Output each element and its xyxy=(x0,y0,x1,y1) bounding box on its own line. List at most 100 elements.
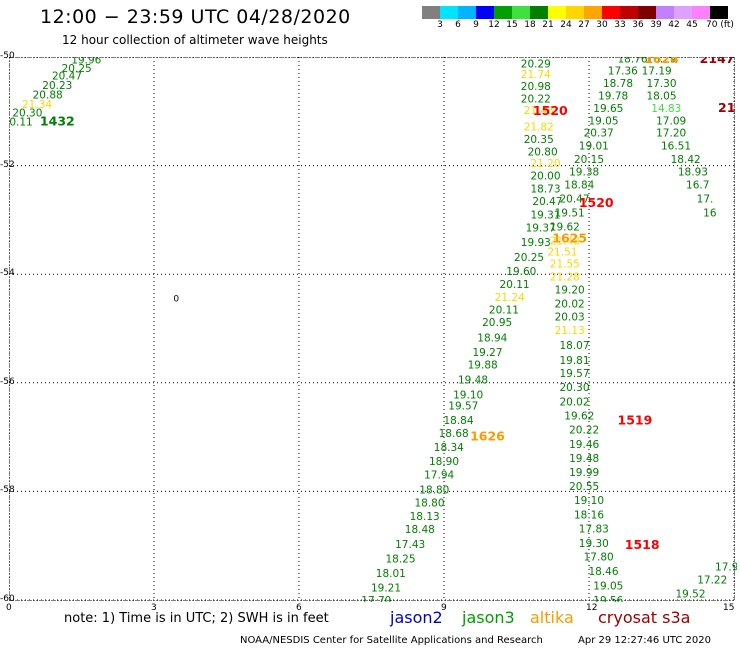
wave-height-value: 17.36 xyxy=(608,66,638,78)
wave-height-value: 20.22 xyxy=(521,93,551,105)
wave-height-value: 20.15 xyxy=(574,154,604,166)
wave-height-value: 19.81 xyxy=(559,355,589,367)
wave-height-value: 21.13 xyxy=(555,325,585,337)
wave-height-value: 16.7 xyxy=(686,180,709,192)
pass-time-label: 1518 xyxy=(625,537,660,552)
pass-time-label: 1519 xyxy=(618,412,653,427)
legend-label: 12 xyxy=(488,20,500,30)
legend-label: 15 xyxy=(506,20,518,30)
legend-swatch xyxy=(602,6,620,19)
wave-height-value: 16 xyxy=(703,207,717,219)
legend-label: 39 xyxy=(650,20,662,30)
wave-height-value: 17.83 xyxy=(579,523,609,535)
wave-height-value: 19.48 xyxy=(569,453,599,465)
legend-swatch xyxy=(548,6,566,19)
x-tick-label: 0 xyxy=(6,603,12,613)
satellite-name: jason2 xyxy=(390,608,443,627)
wave-height-value: 18.76 xyxy=(617,57,647,66)
wave-height-value: 18.93 xyxy=(678,167,708,179)
wave-height-value: 20.11 xyxy=(500,279,530,291)
color-scale-legend xyxy=(422,6,728,19)
wave-height-value: 17.19 xyxy=(642,66,672,78)
wave-height-value: 21.43 xyxy=(524,105,554,117)
wave-height-value: 20.00 xyxy=(530,170,560,182)
wave-height-value: 19.30 xyxy=(579,538,609,550)
satellite-name: cryosat s3a xyxy=(598,608,691,627)
wave-height-value: 19.46 xyxy=(569,439,599,451)
page-title: 12:00 − 23:59 UTC 04/28/2020 xyxy=(40,6,351,28)
wave-height-value: 20.23 xyxy=(42,80,72,92)
wave-height-value: 19.57 xyxy=(559,368,589,380)
wave-height-value: 20.29 xyxy=(521,59,551,71)
legend-label: 36 xyxy=(632,20,644,30)
wave-height-value: 20.80 xyxy=(528,147,558,159)
wave-height-value: 20.98 xyxy=(521,81,551,93)
page-subtitle: 12 hour collection of altimeter wave hei… xyxy=(62,33,328,47)
wave-height-value: 19.88 xyxy=(468,359,498,371)
wave-height-value: 19.38 xyxy=(569,167,599,179)
wave-height-value: 21.20 xyxy=(530,158,560,170)
wave-height-value: 18.80 xyxy=(419,484,449,496)
wave-height-value: 16.29 xyxy=(646,57,676,66)
wave-height-value: 17.94 xyxy=(424,470,454,482)
wave-height-value: 21.24 xyxy=(495,292,525,304)
pass-time-label: 1625 xyxy=(552,230,587,245)
pass-time-label: 21 xyxy=(718,100,735,115)
y-tick-label: -52 xyxy=(0,159,15,170)
wave-height-value: 17. xyxy=(697,193,714,205)
legend-swatch xyxy=(584,6,602,19)
wave-height-value: 20.47 xyxy=(532,196,562,208)
legend-label: 9 xyxy=(473,20,479,30)
wave-height-value: 21.28 xyxy=(550,271,580,283)
note-text: note: 1) Time is in UTC; 2) SWH is in fe… xyxy=(64,611,329,626)
legend-label: 70 (ft) xyxy=(706,20,734,30)
wave-height-value: 21.74 xyxy=(521,69,551,81)
legend-swatch xyxy=(458,6,476,19)
y-tick-label: -56 xyxy=(0,376,15,387)
wave-height-value: 19.65 xyxy=(593,103,623,115)
wave-height-value: 20.11 xyxy=(489,305,519,317)
wave-height-value: 19.57 xyxy=(448,401,478,413)
wave-height-value: 19.01 xyxy=(579,141,609,153)
wave-height-value: 18.84 xyxy=(443,415,473,427)
legend-swatch xyxy=(638,6,656,19)
wave-height-value: 20.37 xyxy=(584,128,614,140)
wave-height-map: 019.9620.2520.4720.2320.8821.3420.3020.1… xyxy=(9,57,737,602)
wave-height-value: 19.31 xyxy=(530,210,560,222)
wave-height-value: 19.62 xyxy=(550,222,580,234)
wave-height-value: 21.55 xyxy=(550,258,580,270)
wave-height-value: 19.60 xyxy=(506,266,536,278)
legend-swatch xyxy=(530,6,548,19)
wave-height-value: 18.90 xyxy=(429,456,459,468)
satellite-name: altika xyxy=(530,608,574,627)
wave-height-value: 16.51 xyxy=(661,141,691,153)
wave-height-value: 17.20 xyxy=(656,128,686,140)
wave-height-value: 18.78 xyxy=(603,78,633,90)
legend-swatch xyxy=(494,6,512,19)
wave-height-value: 19.48 xyxy=(458,375,488,387)
legend-label: 45 xyxy=(686,20,698,30)
wave-height-value: 18.07 xyxy=(559,340,589,352)
legend-label: 24 xyxy=(560,20,572,30)
wave-height-value: 17.70 xyxy=(361,595,391,602)
wave-height-value: 21.34 xyxy=(22,99,52,111)
wave-height-value: 18.05 xyxy=(646,91,676,103)
wave-height-value: 20.95 xyxy=(482,317,512,329)
x-tick-label: 15 xyxy=(723,603,735,613)
wave-height-value: 19.05 xyxy=(593,580,623,592)
wave-height-value: 18.68 xyxy=(439,428,469,440)
wave-height-value: 19.96 xyxy=(71,57,101,66)
plot-frame xyxy=(9,57,735,601)
wave-height-value: 17.43 xyxy=(395,539,425,551)
pass-time-label: 1624 xyxy=(644,57,679,66)
wave-height-value: 20.30 xyxy=(12,107,42,119)
wave-height-value: 20.47 xyxy=(559,193,589,205)
wave-height-value: 19.51 xyxy=(555,207,585,219)
legend-swatch xyxy=(476,6,494,19)
wave-height-value: 20.22 xyxy=(569,425,599,437)
legend-swatch xyxy=(566,6,584,19)
pass-time-label: 2147 xyxy=(700,57,735,66)
wave-height-value: 20.47 xyxy=(52,71,82,83)
wave-height-value: 18.13 xyxy=(410,511,440,523)
satellite-name: jason3 xyxy=(462,608,515,627)
